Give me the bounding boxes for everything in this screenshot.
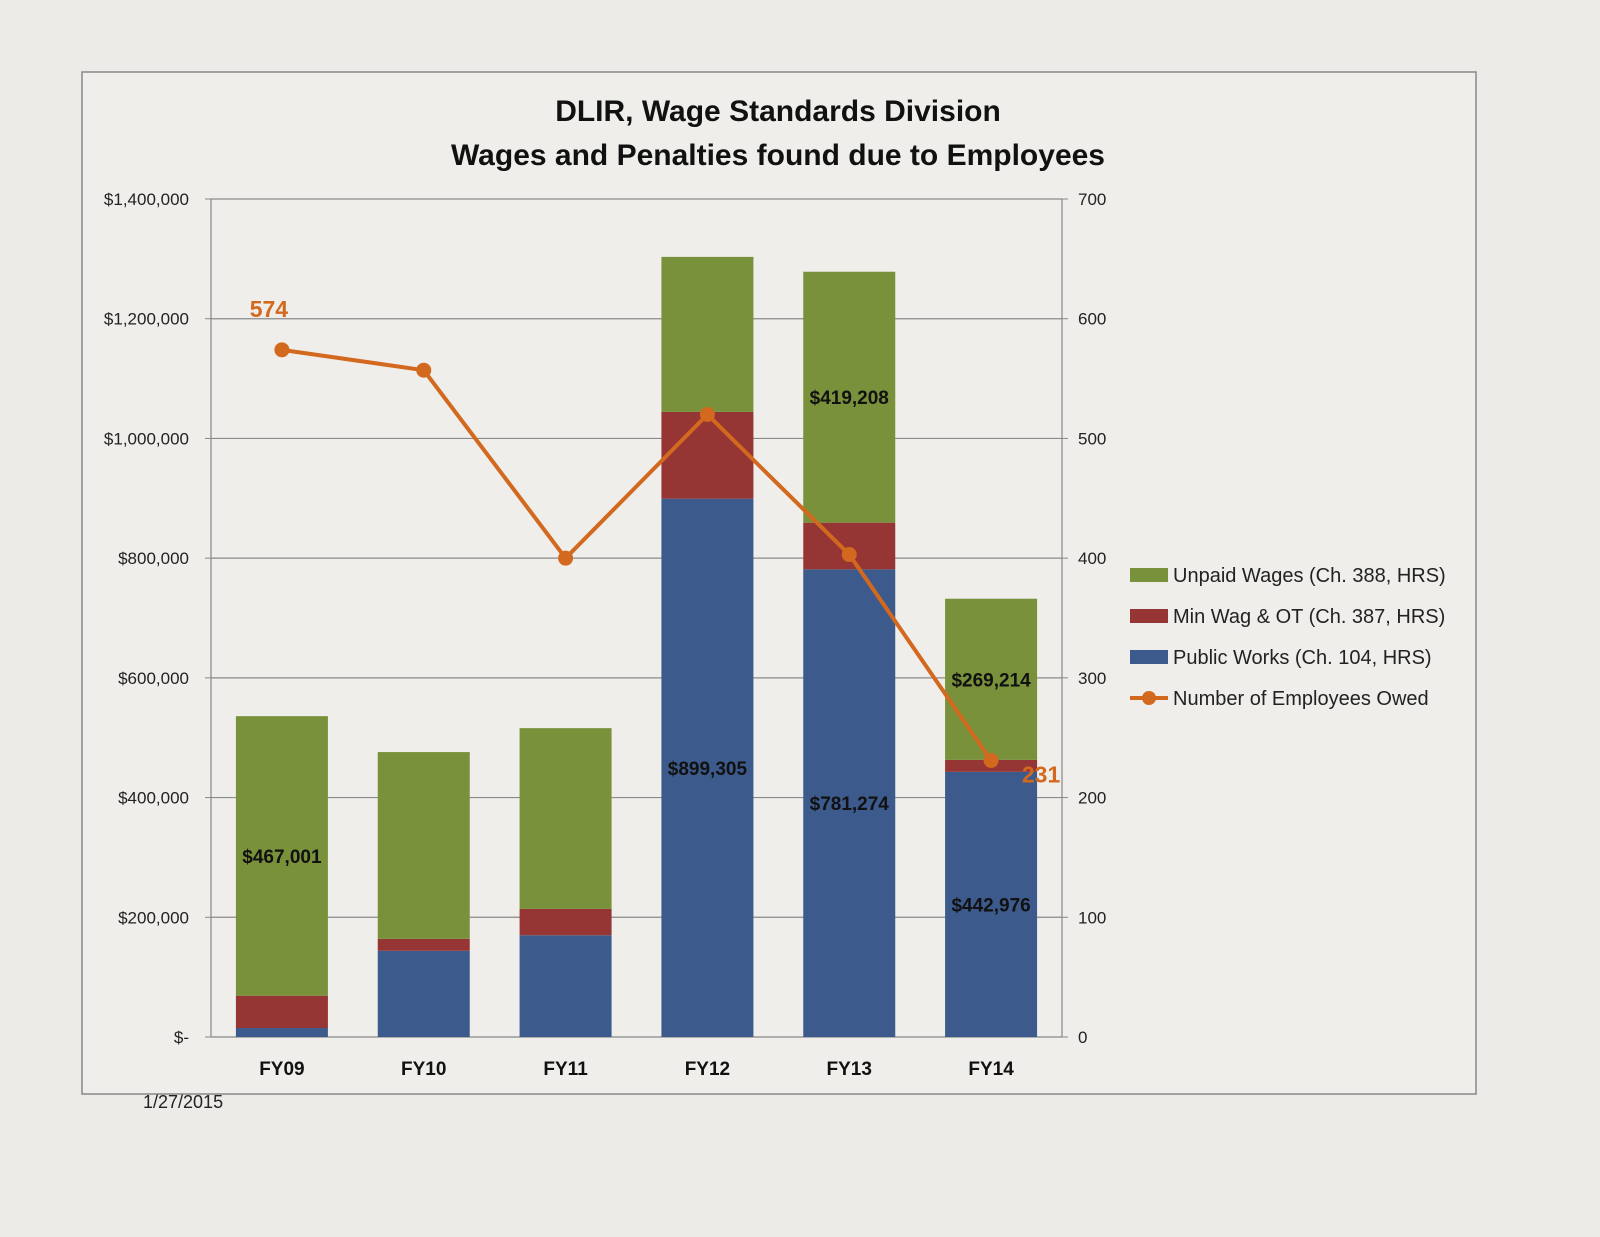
bar-data-label: $899,305	[668, 759, 748, 780]
right-tick-label: 100	[1078, 908, 1106, 927]
left-tick-label: $1,000,000	[104, 429, 189, 448]
bar-segment	[377, 938, 470, 951]
category-label: FY11	[543, 1059, 588, 1080]
right-tick-label: 500	[1078, 429, 1106, 448]
bar-segment	[945, 771, 1038, 1037]
line-point	[841, 547, 857, 563]
bar-segment	[519, 728, 612, 909]
line-point	[416, 362, 432, 378]
bar-segment	[235, 995, 328, 1029]
right-tick-label: 300	[1078, 669, 1106, 688]
category-label: FY14	[968, 1059, 1014, 1080]
bar-segment	[235, 1028, 328, 1037]
bar-segment	[377, 752, 470, 939]
bar-segment	[519, 908, 612, 936]
legend-label: Public Works (Ch. 104, HRS)	[1173, 647, 1432, 669]
bar-segment	[945, 598, 1038, 760]
left-tick-label: $600,000	[118, 669, 189, 688]
bar-segment	[377, 950, 470, 1037]
chart-title-line1: DLIR, Wage Standards Division	[555, 95, 1001, 128]
line-point	[274, 342, 290, 358]
left-tick-label: $1,400,000	[104, 190, 189, 209]
right-tick-label: 0	[1078, 1028, 1087, 1047]
bar-segment	[661, 256, 754, 412]
bar-data-label: $419,208	[810, 388, 889, 409]
chart-title-line2: Wages and Penalties found due to Employe…	[451, 139, 1105, 172]
left-tick-label: $200,000	[118, 908, 189, 927]
bar-segment	[235, 716, 328, 996]
line-data-label: 574	[250, 296, 289, 322]
line-point	[699, 406, 715, 422]
line-data-label: 231	[1022, 761, 1061, 787]
bar-data-label: $269,214	[951, 670, 1031, 691]
right-tick-label: 200	[1078, 789, 1106, 808]
bar-data-label: $442,976	[951, 895, 1030, 916]
bar-segment	[803, 271, 896, 523]
line-point	[983, 752, 999, 768]
bar-segment	[661, 498, 754, 1037]
bar-data-label: $467,001	[242, 847, 322, 868]
line-point	[558, 550, 574, 566]
legend-label: Unpaid Wages (Ch. 388, HRS)	[1173, 565, 1446, 587]
legend-swatch	[1130, 609, 1168, 623]
left-tick-label: $800,000	[118, 549, 189, 568]
bar-segment	[519, 935, 612, 1037]
category-label: FY13	[827, 1059, 872, 1080]
bar-segment	[803, 569, 896, 1037]
legend-label: Number of Employees Owed	[1173, 688, 1429, 710]
category-label: FY10	[401, 1059, 446, 1080]
category-label: FY09	[259, 1059, 304, 1080]
right-tick-label: 400	[1078, 549, 1106, 568]
legend-swatch	[1130, 568, 1168, 582]
right-tick-label: 700	[1078, 190, 1106, 209]
legend-label: Min Wag & OT (Ch. 387, HRS)	[1173, 606, 1445, 628]
category-label: FY12	[685, 1059, 730, 1080]
employees-line	[281, 347, 993, 762]
footer-date: 1/27/2015	[143, 1092, 223, 1112]
legend-marker	[1142, 691, 1156, 705]
bar-segment	[803, 522, 896, 570]
bar-segment	[661, 411, 754, 499]
legend-swatch	[1130, 650, 1168, 664]
left-tick-label: $1,200,000	[104, 310, 189, 329]
left-tick-label: $-	[174, 1028, 189, 1047]
bar-data-label: $781,274	[810, 794, 890, 815]
right-tick-label: 600	[1078, 310, 1106, 329]
left-tick-label: $400,000	[118, 789, 189, 808]
